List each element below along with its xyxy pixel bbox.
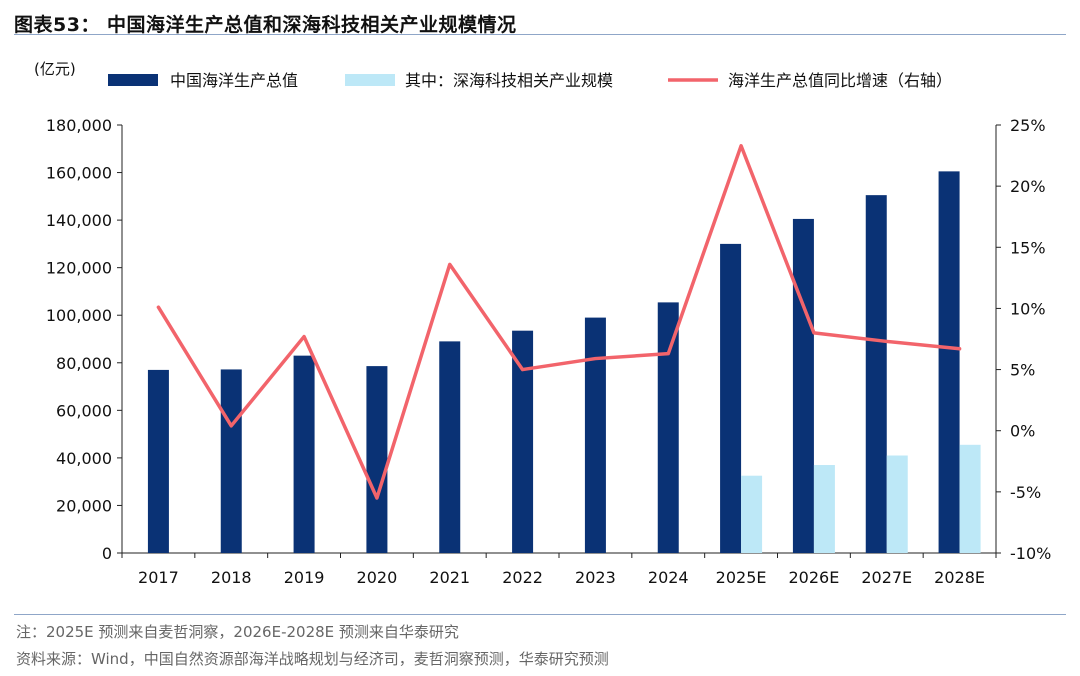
legend-label-growth: 海洋生产总值同比增速（右轴）: [728, 71, 952, 90]
unit-label: (亿元): [34, 60, 76, 78]
legend-swatch-deepsea: [345, 74, 395, 86]
y-left-tick-label: 80,000: [56, 354, 112, 373]
legend-label-ocean-gdp: 中国海洋生产总值: [170, 71, 298, 90]
y-right-tick-label: 25%: [1010, 116, 1046, 135]
bar-ocean-gdp: [720, 243, 742, 553]
bar-ocean-gdp: [439, 341, 461, 553]
x-tick-label: 2024: [648, 568, 689, 587]
legend: 中国海洋生产总值 其中：深海科技相关产业规模 海洋生产总值同比增速（右轴）: [108, 71, 952, 90]
y-right-tick-label: 15%: [1010, 238, 1046, 257]
x-tick-label: 2017: [138, 568, 179, 587]
y-left-tick-label: 160,000: [46, 164, 112, 183]
figure-note: 注：2025E 预测来自麦哲洞察，2026E-2028E 预测来自华泰研究: [16, 623, 459, 641]
y-right-tick-label: -5%: [1010, 483, 1041, 502]
legend-swatch-ocean-gdp: [108, 74, 158, 86]
y-right-tick-label: 20%: [1010, 177, 1046, 196]
line-growth-rate: [156, 144, 962, 500]
x-tick-label: 2026E: [789, 568, 840, 587]
bar-ocean-gdp: [657, 302, 679, 553]
x-tick-label: 2023: [575, 568, 616, 587]
figure-source: 资料来源：Wind，中国自然资源部海洋战略规划与经济司，麦哲洞察预测，华泰研究预…: [16, 650, 609, 668]
x-tick-label: 2020: [357, 568, 398, 587]
plot-area: 0 20,000 40,000 60,000 80,000 100,000 120,000 1…: [46, 116, 1052, 587]
y-right-tick-label: 5%: [1010, 361, 1035, 380]
x-tick-label: 2018: [211, 568, 252, 587]
bar-ocean-gdp: [938, 171, 960, 553]
y-left-tick-label: 180,000: [46, 116, 112, 135]
bar-deepsea-industry: [886, 455, 908, 553]
chart: (亿元) 中国海洋生产总值 其中：深海科技相关产业规模 海洋生产总值同比增速（右轴）…: [34, 60, 1052, 587]
x-tick-label: 2025E: [716, 568, 767, 587]
y-left-tick-label: 100,000: [46, 306, 112, 325]
bar-ocean-gdp: [865, 195, 887, 553]
y-left-tick-label: 60,000: [56, 401, 112, 420]
bar-ocean-gdp: [147, 369, 169, 553]
y-left-tick-label: 140,000: [46, 211, 112, 230]
y-right-tick-label: -10%: [1010, 544, 1051, 563]
bar-ocean-gdp: [293, 355, 315, 553]
y-left-tick-label: 20,000: [56, 496, 112, 515]
x-tick-label: 2022: [502, 568, 543, 587]
bar-deepsea-industry: [741, 475, 763, 553]
y-left-tick-label: 120,000: [46, 259, 112, 278]
bar-deepsea-industry: [813, 465, 835, 553]
top-rule: [14, 34, 1066, 35]
figure-title: 图表53： 中国海洋生产总值和深海科技相关产业规模情况: [14, 14, 517, 36]
bottom-rule: [14, 614, 1066, 615]
x-tick-label: 2021: [429, 568, 470, 587]
bar-ocean-gdp: [220, 369, 242, 553]
figure-header: 图表53： 中国海洋生产总值和深海科技相关产业规模情况: [14, 6, 1066, 36]
y-left-tick-label: 40,000: [56, 449, 112, 468]
bar-ocean-gdp: [512, 330, 534, 553]
y-left-tick-label: 0: [102, 544, 112, 563]
bar-deepsea-industry: [959, 444, 981, 553]
y-right-tick-label: 10%: [1010, 299, 1046, 318]
x-tick-label: 2019: [284, 568, 325, 587]
bar-ocean-gdp: [792, 218, 814, 553]
x-tick-label: 2028E: [934, 568, 985, 587]
x-tick-label: 2027E: [861, 568, 912, 587]
bar-ocean-gdp: [366, 366, 388, 553]
bar-ocean-gdp: [584, 317, 606, 553]
legend-label-deepsea: 其中：深海科技相关产业规模: [405, 71, 613, 90]
y-right-tick-label: 0%: [1010, 422, 1035, 441]
